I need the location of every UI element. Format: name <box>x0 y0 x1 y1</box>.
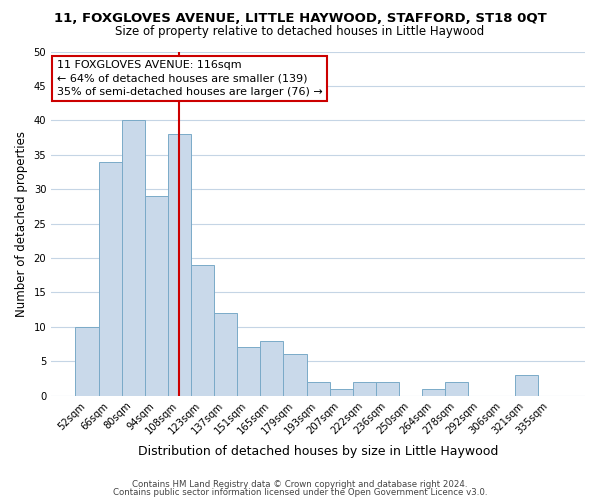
Bar <box>422 389 445 396</box>
Text: 11, FOXGLOVES AVENUE, LITTLE HAYWOOD, STAFFORD, ST18 0QT: 11, FOXGLOVES AVENUE, LITTLE HAYWOOD, ST… <box>53 12 547 26</box>
Text: Contains public sector information licensed under the Open Government Licence v3: Contains public sector information licen… <box>113 488 487 497</box>
Bar <box>376 382 399 396</box>
Bar <box>122 120 145 396</box>
Bar <box>145 196 168 396</box>
Bar <box>191 265 214 396</box>
Bar <box>98 162 122 396</box>
Y-axis label: Number of detached properties: Number of detached properties <box>15 130 28 316</box>
Bar <box>329 389 353 396</box>
X-axis label: Distribution of detached houses by size in Little Haywood: Distribution of detached houses by size … <box>138 444 498 458</box>
Bar <box>353 382 376 396</box>
Bar <box>214 313 237 396</box>
Bar <box>445 382 468 396</box>
Bar <box>307 382 329 396</box>
Bar <box>168 134 191 396</box>
Text: Contains HM Land Registry data © Crown copyright and database right 2024.: Contains HM Land Registry data © Crown c… <box>132 480 468 489</box>
Bar <box>237 348 260 396</box>
Bar <box>283 354 307 396</box>
Text: 11 FOXGLOVES AVENUE: 116sqm
← 64% of detached houses are smaller (139)
35% of se: 11 FOXGLOVES AVENUE: 116sqm ← 64% of det… <box>56 60 322 96</box>
Text: Size of property relative to detached houses in Little Haywood: Size of property relative to detached ho… <box>115 25 485 38</box>
Bar <box>76 327 98 396</box>
Bar <box>260 340 283 396</box>
Bar <box>515 375 538 396</box>
